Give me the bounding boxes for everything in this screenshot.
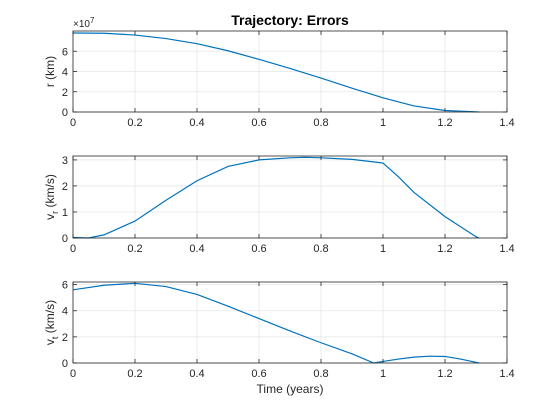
x-tick-label: 1.4 [499,117,514,129]
x-tick-label: 0.4 [189,243,204,255]
y-tick-label: 6 [62,46,68,58]
y-tick-label: 3 [62,155,68,167]
x-tick-label: 1.2 [437,117,452,129]
x-tick-label: 1.4 [499,243,514,255]
y-exponent-power: 7 [90,16,95,25]
x-tick-label: 1 [380,368,386,380]
y-tick-label: 0 [62,107,68,119]
x-tick-label: 0.4 [189,117,204,129]
axes-box [72,281,508,364]
x-tick-label: 0.2 [127,368,142,380]
data-line [72,32,480,113]
y-tick-label: 4 [62,306,68,318]
y-axis-label-subscript: t [50,336,60,339]
chart-title: Trajectory: Errors [231,12,349,28]
y-tick-label: 0 [62,358,68,370]
y-axis-label-unit: (km/s) [43,174,57,211]
x-tick-label: 0.6 [251,243,266,255]
y-tick-label: 2 [62,181,68,193]
plots: 0 0.2 0.4 0.6 0.8 1 1.2 1.4 0 2 4 6 ×107 r (km) 0 0.2 0.… [43,16,515,396]
x-tick-label: 0.2 [127,117,142,129]
y-exponent-label: ×107 [73,16,95,30]
y-tick-label: 2 [62,332,68,344]
y-axis-label-main: v [43,339,57,345]
x-tick-label: 0.8 [313,243,328,255]
x-tick-label: 1 [380,117,386,129]
x-tick-label: 0.8 [313,368,328,380]
y-axis-label-subscript: r [50,211,60,214]
y-tick-label: 6 [62,280,68,292]
y-tick-label: 2 [62,87,68,99]
x-tick-label: 0.2 [127,243,142,255]
x-tick-label: 0.8 [313,117,328,129]
y-axis-label: vt (km/s) [43,300,60,345]
x-tick-label: 0 [70,368,76,380]
y-tick-label: 1 [62,207,68,219]
y-axis-label: r (km) [43,56,57,87]
y-axis-label: vr (km/s) [43,174,60,220]
x-tick-label: 1 [380,243,386,255]
x-tick-label: 1.2 [437,243,452,255]
x-tick-label: 1.2 [437,368,452,380]
x-tick-label: 1.4 [499,368,514,380]
x-tick-label: 0 [70,117,76,129]
y-axis-label-unit: (km/s) [43,300,57,337]
y-tick-label: 0 [62,233,68,245]
y-tick-label: 4 [62,67,68,79]
y-axis-label-main: v [43,214,57,220]
data-line [72,156,480,239]
x-tick-label: 0.6 [251,368,266,380]
axes-box [72,155,508,239]
x-tick-label: 0 [70,243,76,255]
data-line [72,282,480,364]
x-tick-label: 0.4 [189,368,204,380]
x-tick-label: 0.6 [251,117,266,129]
x-axis-label: Time (years) [257,382,324,396]
subplot-1: 0 0.2 0.4 0.6 0.8 1 1.2 1.4 0 2 4 6 ×107 r (km) [43,16,515,129]
